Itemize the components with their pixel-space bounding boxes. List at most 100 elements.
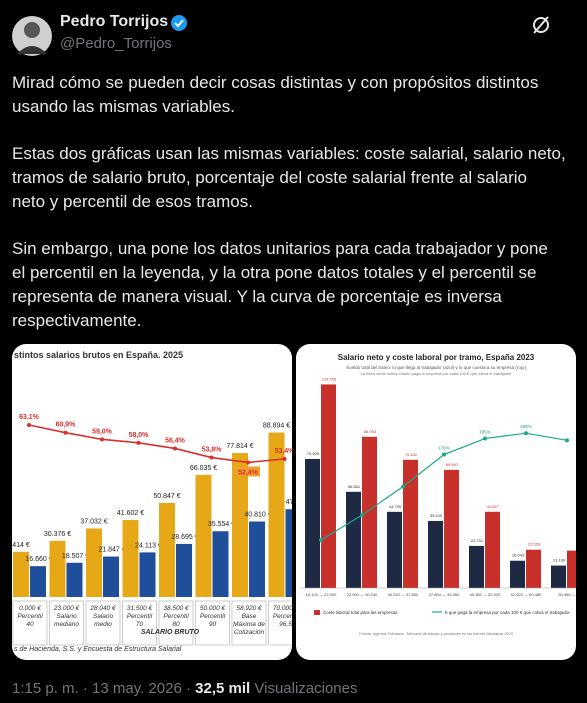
category-label: 96,5 <box>279 621 292 628</box>
text-line: Mirad cómo se pueden decir cosas distint… <box>12 73 539 92</box>
net-label: 21.847 € <box>98 547 125 554</box>
cost-bar <box>122 520 139 597</box>
cost-label: 44.827 <box>487 504 500 509</box>
text-line: Estas dos gráficas usan las mismas varia… <box>12 144 566 163</box>
author-name[interactable]: Pedro Torrijos <box>60 13 169 30</box>
cost-bar <box>49 540 66 597</box>
pct-label: 53,8% <box>202 447 223 454</box>
cost-bar <box>86 528 102 597</box>
image-title: stintos salarios brutos en España. 2025 <box>14 350 183 360</box>
pct-point <box>209 455 214 460</box>
pct-highlight <box>236 466 260 477</box>
pct-point <box>27 423 31 427</box>
cost-label: 77.814 € <box>226 443 253 450</box>
net-label: 75.905 <box>307 451 320 456</box>
image-source: s de Hacienda, S.S. y Encuesta de Estruc… <box>14 646 182 653</box>
category-box <box>158 600 194 646</box>
pct-label: 188% <box>520 424 532 429</box>
cost-label: 119.755 <box>322 376 337 381</box>
cost-bar <box>526 549 541 588</box>
cost-label: 22.528 <box>528 542 541 547</box>
net-bar <box>249 521 265 597</box>
cost-label: 88.953 <box>364 429 377 434</box>
cost-bar <box>232 453 248 597</box>
verified-check <box>174 19 184 28</box>
legend-label: € que paga la empresa por cada 100 € que… <box>445 610 570 615</box>
net-label: 28.695 € <box>171 534 198 541</box>
image-subtitle: Sueldo total del tramo: lo que llega al … <box>346 365 526 370</box>
cost-bar <box>195 474 212 597</box>
grok-icon[interactable] <box>533 16 549 34</box>
net-bar <box>103 556 119 597</box>
media[interactable]: stintos salarios brutos en España. 2025 4… <box>0 344 587 662</box>
image-source: Fuente: Agencia Tributaria · Mercado de … <box>359 632 513 636</box>
net-bar <box>285 509 292 597</box>
category-box <box>49 600 84 646</box>
category-label: 58.920 € <box>236 605 262 612</box>
category-label: 50.000 € <box>200 605 226 612</box>
cost-bar <box>403 459 418 588</box>
category-label: 23.000 € <box>53 605 80 612</box>
cost-label: 69.467 <box>446 462 459 467</box>
text-line: respectivamente. <box>12 311 142 330</box>
pct-label: 53,4% <box>275 448 296 455</box>
text-line: neto y percentil de esos tramos. <box>12 192 253 211</box>
category-label: 0.000 € <box>19 605 41 612</box>
category-label: Base <box>242 613 257 620</box>
category-box <box>85 600 121 646</box>
pct-line <box>28 424 285 464</box>
net-label: 39.449 <box>430 513 443 518</box>
net-label: 24.751 <box>471 538 484 543</box>
category-label: 52.920 — 60.480 <box>511 592 542 597</box>
pct-point <box>524 431 528 436</box>
timestamp[interactable]: 1:15 p. m. · 13 may. 2026 · <box>12 680 191 697</box>
paragraph: Estas dos gráficas usan las mismas varia… <box>12 142 582 214</box>
net-bar <box>66 562 83 597</box>
category-label: Salario <box>56 613 77 620</box>
text-line: usando las mismas variables. <box>12 97 235 116</box>
net-label: 24.113 € <box>135 542 162 549</box>
cost-bar <box>485 511 500 588</box>
net-bar <box>387 511 402 588</box>
paragraph: Mirad cómo se pueden decir cosas distint… <box>12 71 582 119</box>
legend-label: Coste laboral total para las empresas <box>323 610 398 615</box>
text-line: representa de manera visual. Y la curva … <box>12 287 502 306</box>
category-box <box>195 600 230 646</box>
category-label: Percentil <box>127 613 153 620</box>
net-bar <box>469 545 484 588</box>
pct-label: 185% <box>479 430 491 435</box>
net-label: 16.043 <box>512 553 525 558</box>
image-note: La línea verde indica cuánto paga la emp… <box>361 371 513 376</box>
category-label: 80 <box>172 621 180 628</box>
pct-point <box>136 440 141 445</box>
category-label: Percentil <box>163 613 189 620</box>
category-label: Percentil <box>200 613 226 620</box>
pct-point <box>565 438 569 443</box>
category-label: medio <box>94 621 112 628</box>
net-label: 18.507 € <box>62 553 89 560</box>
net-bar <box>212 531 229 597</box>
cost-label: 37.032 € <box>80 518 107 525</box>
views-label: Visualizaciones <box>254 680 358 697</box>
category-label: Percentil <box>273 613 299 620</box>
pct-point <box>246 460 250 465</box>
tweet-footer: 1:15 p. m. · 13 may. 2026 · 32,5 mil Vis… <box>12 680 358 697</box>
category-label: 70 <box>136 621 144 628</box>
pct-label: 52,4% <box>238 469 259 476</box>
pct-point <box>100 437 104 442</box>
cost-bar <box>444 469 459 588</box>
category-label: 45.360 — 52.920 <box>470 592 501 597</box>
pct-point <box>360 513 364 518</box>
category-label: Máxima de <box>233 621 265 628</box>
pct-point <box>63 430 68 435</box>
pct-point <box>282 456 287 461</box>
author-handle[interactable]: @Pedro_Torrijos <box>60 35 172 52</box>
net-bar <box>305 458 320 588</box>
net-label: 40.810 € <box>244 512 271 519</box>
net-label: 47.44 <box>286 499 304 506</box>
text-line: tramos de salario bruto, porcentaje del … <box>12 168 527 187</box>
category-label: Cotización <box>234 629 265 636</box>
net-bar <box>30 566 46 597</box>
category-label: Salario <box>93 613 114 620</box>
